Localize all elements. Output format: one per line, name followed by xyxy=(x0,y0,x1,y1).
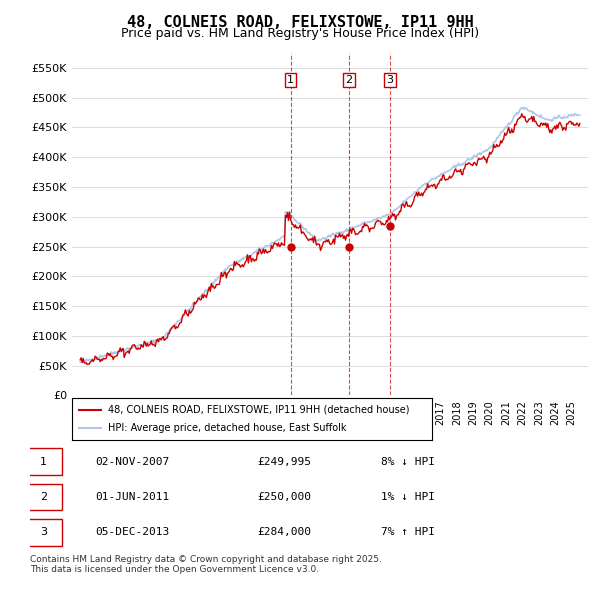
Text: 3: 3 xyxy=(40,527,47,537)
Text: £250,000: £250,000 xyxy=(257,492,311,502)
Text: 7% ↑ HPI: 7% ↑ HPI xyxy=(381,527,435,537)
Text: Price paid vs. HM Land Registry's House Price Index (HPI): Price paid vs. HM Land Registry's House … xyxy=(121,27,479,40)
Text: 48, COLNEIS ROAD, FELIXSTOWE, IP11 9HH: 48, COLNEIS ROAD, FELIXSTOWE, IP11 9HH xyxy=(127,15,473,30)
Text: £249,995: £249,995 xyxy=(257,457,311,467)
Text: 3: 3 xyxy=(386,75,394,85)
Text: 1: 1 xyxy=(40,457,47,467)
Text: 8% ↓ HPI: 8% ↓ HPI xyxy=(381,457,435,467)
Text: 2: 2 xyxy=(40,492,47,502)
Text: 05-DEC-2013: 05-DEC-2013 xyxy=(95,527,169,537)
Text: Contains HM Land Registry data © Crown copyright and database right 2025.
This d: Contains HM Land Registry data © Crown c… xyxy=(30,555,382,574)
Text: 1: 1 xyxy=(287,75,294,85)
Text: £284,000: £284,000 xyxy=(257,527,311,537)
FancyBboxPatch shape xyxy=(25,484,62,510)
Text: HPI: Average price, detached house, East Suffolk: HPI: Average price, detached house, East… xyxy=(108,423,347,433)
Text: 02-NOV-2007: 02-NOV-2007 xyxy=(95,457,169,467)
FancyBboxPatch shape xyxy=(25,448,62,475)
Text: 2: 2 xyxy=(346,75,353,85)
FancyBboxPatch shape xyxy=(25,519,62,546)
Text: 48, COLNEIS ROAD, FELIXSTOWE, IP11 9HH (detached house): 48, COLNEIS ROAD, FELIXSTOWE, IP11 9HH (… xyxy=(108,405,409,415)
Text: 01-JUN-2011: 01-JUN-2011 xyxy=(95,492,169,502)
Text: 1% ↓ HPI: 1% ↓ HPI xyxy=(381,492,435,502)
